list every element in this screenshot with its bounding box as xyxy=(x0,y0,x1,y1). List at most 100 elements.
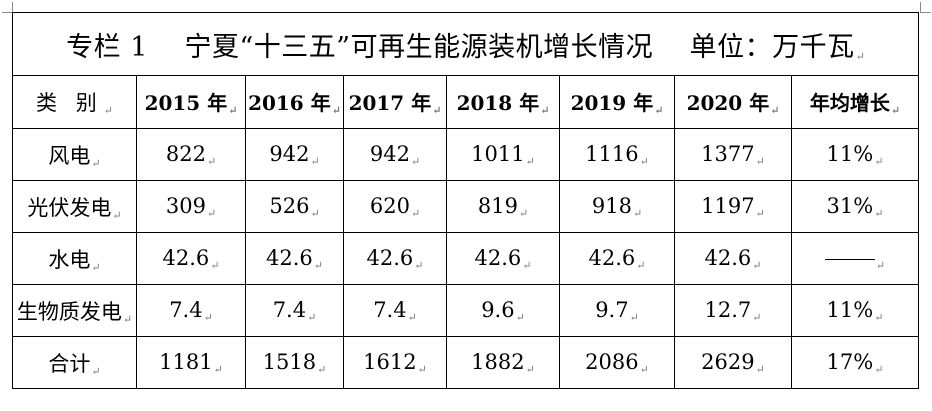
cell-end-mark: ↵ xyxy=(752,258,762,272)
table-row: 生物质发电↵ 7.4↵ 7.4↵ 7.4↵ 9.6↵ 9.7↵ 12.7↵ 11%↵ xyxy=(12,284,919,337)
cell-end-mark: ↵ xyxy=(414,258,424,272)
value-2016-cell: 7.4↵ xyxy=(245,284,344,337)
value-2018-cell: 819↵ xyxy=(446,180,560,233)
cell-end-mark: ↵ xyxy=(632,206,643,220)
table-row: 光伏发电↵ 309↵ 526↵ 620↵ 819↵ 918↵ 1197↵ 31%↵ xyxy=(12,180,919,233)
value-2016-cell: 526↵ xyxy=(245,180,344,233)
value-2019-cell: 42.6↵ xyxy=(559,232,675,285)
category-cell: 水电↵ xyxy=(12,232,137,285)
cell-end-mark: ↵ xyxy=(410,206,421,220)
header-2016: 2016 年↵ xyxy=(245,75,344,129)
value-2015-cell: 822↵ xyxy=(136,128,246,181)
cell-value: 12.7 xyxy=(704,297,752,322)
value-2019-cell: 2086↵ xyxy=(559,336,675,389)
cell-value: 42.6 xyxy=(588,245,636,270)
avg-growth-cell: ——↵ xyxy=(791,232,919,285)
header-2015: 2015 年↵ xyxy=(136,75,246,129)
value-2017-cell: 1612↵ xyxy=(343,336,447,389)
cell-end-mark: ↵ xyxy=(540,104,550,117)
cell-end-mark: ↵ xyxy=(639,154,649,168)
cell-end-mark: ↵ xyxy=(875,258,886,272)
cell-value: 42.6 xyxy=(474,245,522,270)
value-2019-cell: 1116↵ xyxy=(559,128,675,181)
category-label: 风电 xyxy=(48,143,91,168)
value-2020-cell: 1377↵ xyxy=(674,128,792,181)
cell-end-mark: ↵ xyxy=(639,362,649,376)
category-label: 水电 xyxy=(48,247,91,272)
cell-end-mark: ↵ xyxy=(407,310,417,324)
cell-end-mark: ↵ xyxy=(91,156,101,170)
cell-end-mark: ↵ xyxy=(210,258,220,272)
table-title-text: 专栏 1 宁夏“十三五”可再生能源装机增长情况 单位：万千瓦 xyxy=(66,31,855,63)
header-2020: 2020 年↵ xyxy=(674,75,792,129)
cell-end-mark: ↵ xyxy=(525,362,535,376)
cell-end-mark: ↵ xyxy=(636,258,646,272)
cell-value: 1116 xyxy=(585,141,639,166)
header-label: 2017 年 xyxy=(348,91,432,115)
cell-value: 1011 xyxy=(471,141,525,166)
cell-end-mark: ↵ xyxy=(755,362,765,376)
cell-value: 1518 xyxy=(262,349,317,374)
header-label: 年均增长 xyxy=(809,91,890,115)
cell-value: 7.4 xyxy=(169,297,203,322)
header-2017: 2017 年↵ xyxy=(343,75,447,129)
cell-value: 1882 xyxy=(471,349,525,374)
cell-end-mark: ↵ xyxy=(307,310,317,324)
table-title: 专栏 1 宁夏“十三五”可再生能源装机增长情况 单位：万千瓦↵ xyxy=(12,12,919,76)
cell-end-mark: ↵ xyxy=(874,206,884,220)
cell-end-mark: ↵ xyxy=(112,208,122,222)
cell-end-mark: ↵ xyxy=(525,154,535,168)
cell-end-mark: ↵ xyxy=(203,310,213,324)
value-2016-cell: 1518↵ xyxy=(245,336,344,389)
value-2017-cell: 42.6↵ xyxy=(343,232,447,285)
value-2020-cell: 1197↵ xyxy=(674,180,792,233)
value-2019-cell: 918↵ xyxy=(559,180,675,233)
value-2016-cell: 942↵ xyxy=(245,128,344,181)
header-label: 2019 年 xyxy=(570,91,654,115)
cell-value: 42.6 xyxy=(366,245,414,270)
renewable-capacity-table: 专栏 1 宁夏“十三五”可再生能源装机增长情况 单位：万千瓦↵ 类 别↵ 2015… xyxy=(12,12,919,389)
cell-end-mark: ↵ xyxy=(313,258,323,272)
cell-value: 31% xyxy=(826,193,874,218)
cell-value: 942 xyxy=(269,141,310,166)
cell-end-mark: ↵ xyxy=(518,206,529,220)
cell-value: 309 xyxy=(165,193,206,218)
value-2018-cell: 42.6↵ xyxy=(446,232,560,285)
cell-value: 620 xyxy=(369,193,410,218)
category-cell: 合计↵ xyxy=(12,336,137,389)
cell-end-mark: ↵ xyxy=(206,154,217,168)
header-label: 2016 年 xyxy=(248,91,331,115)
cell-value: 1377 xyxy=(701,141,755,166)
avg-growth-cell: 31%↵ xyxy=(791,180,919,233)
cell-end-mark: ↵ xyxy=(432,104,442,117)
value-2016-cell: 42.6↵ xyxy=(245,232,344,285)
header-label: 2020 年 xyxy=(686,91,770,115)
no-data-dash xyxy=(824,258,875,260)
header-label: 2015 年 xyxy=(144,91,228,115)
cell-value: 1612 xyxy=(363,349,417,374)
cell-value: 11% xyxy=(826,141,874,166)
table-row: 风电↵ 822↵ 942↵ 942↵ 1011↵ 1116↵ 1377↵ 11%↵ xyxy=(12,128,919,181)
avg-growth-cell: 11%↵ xyxy=(791,284,919,337)
cell-end-mark: ↵ xyxy=(213,362,223,376)
category-label: 生物质发电 xyxy=(16,299,122,324)
cell-value: 1197 xyxy=(701,193,755,218)
cell-end-mark: ↵ xyxy=(91,364,101,378)
value-2020-cell: 12.7↵ xyxy=(674,284,792,337)
cell-value: 42.6 xyxy=(162,245,210,270)
header-category: 类 别↵ xyxy=(12,75,137,129)
cell-value: 1181 xyxy=(159,349,213,374)
header-2019: 2019 年↵ xyxy=(559,75,675,129)
cell-end-mark: ↵ xyxy=(310,206,320,220)
cell-end-mark: ↵ xyxy=(874,154,884,168)
cell-end-mark: ↵ xyxy=(629,310,639,324)
cell-value: 11% xyxy=(826,297,874,322)
header-row: 类 别↵ 2015 年↵ 2016 年↵ 2017 年↵ 2018 年↵ 2019 年↵ 2… xyxy=(12,75,919,129)
header-label: 2018 年 xyxy=(456,91,540,115)
cell-end-mark: ↵ xyxy=(515,310,525,324)
cell-value: 918 xyxy=(591,193,632,218)
cell-end-mark: ↵ xyxy=(522,258,532,272)
header-2018: 2018 年↵ xyxy=(446,75,560,129)
cell-end-mark: ↵ xyxy=(855,49,865,63)
